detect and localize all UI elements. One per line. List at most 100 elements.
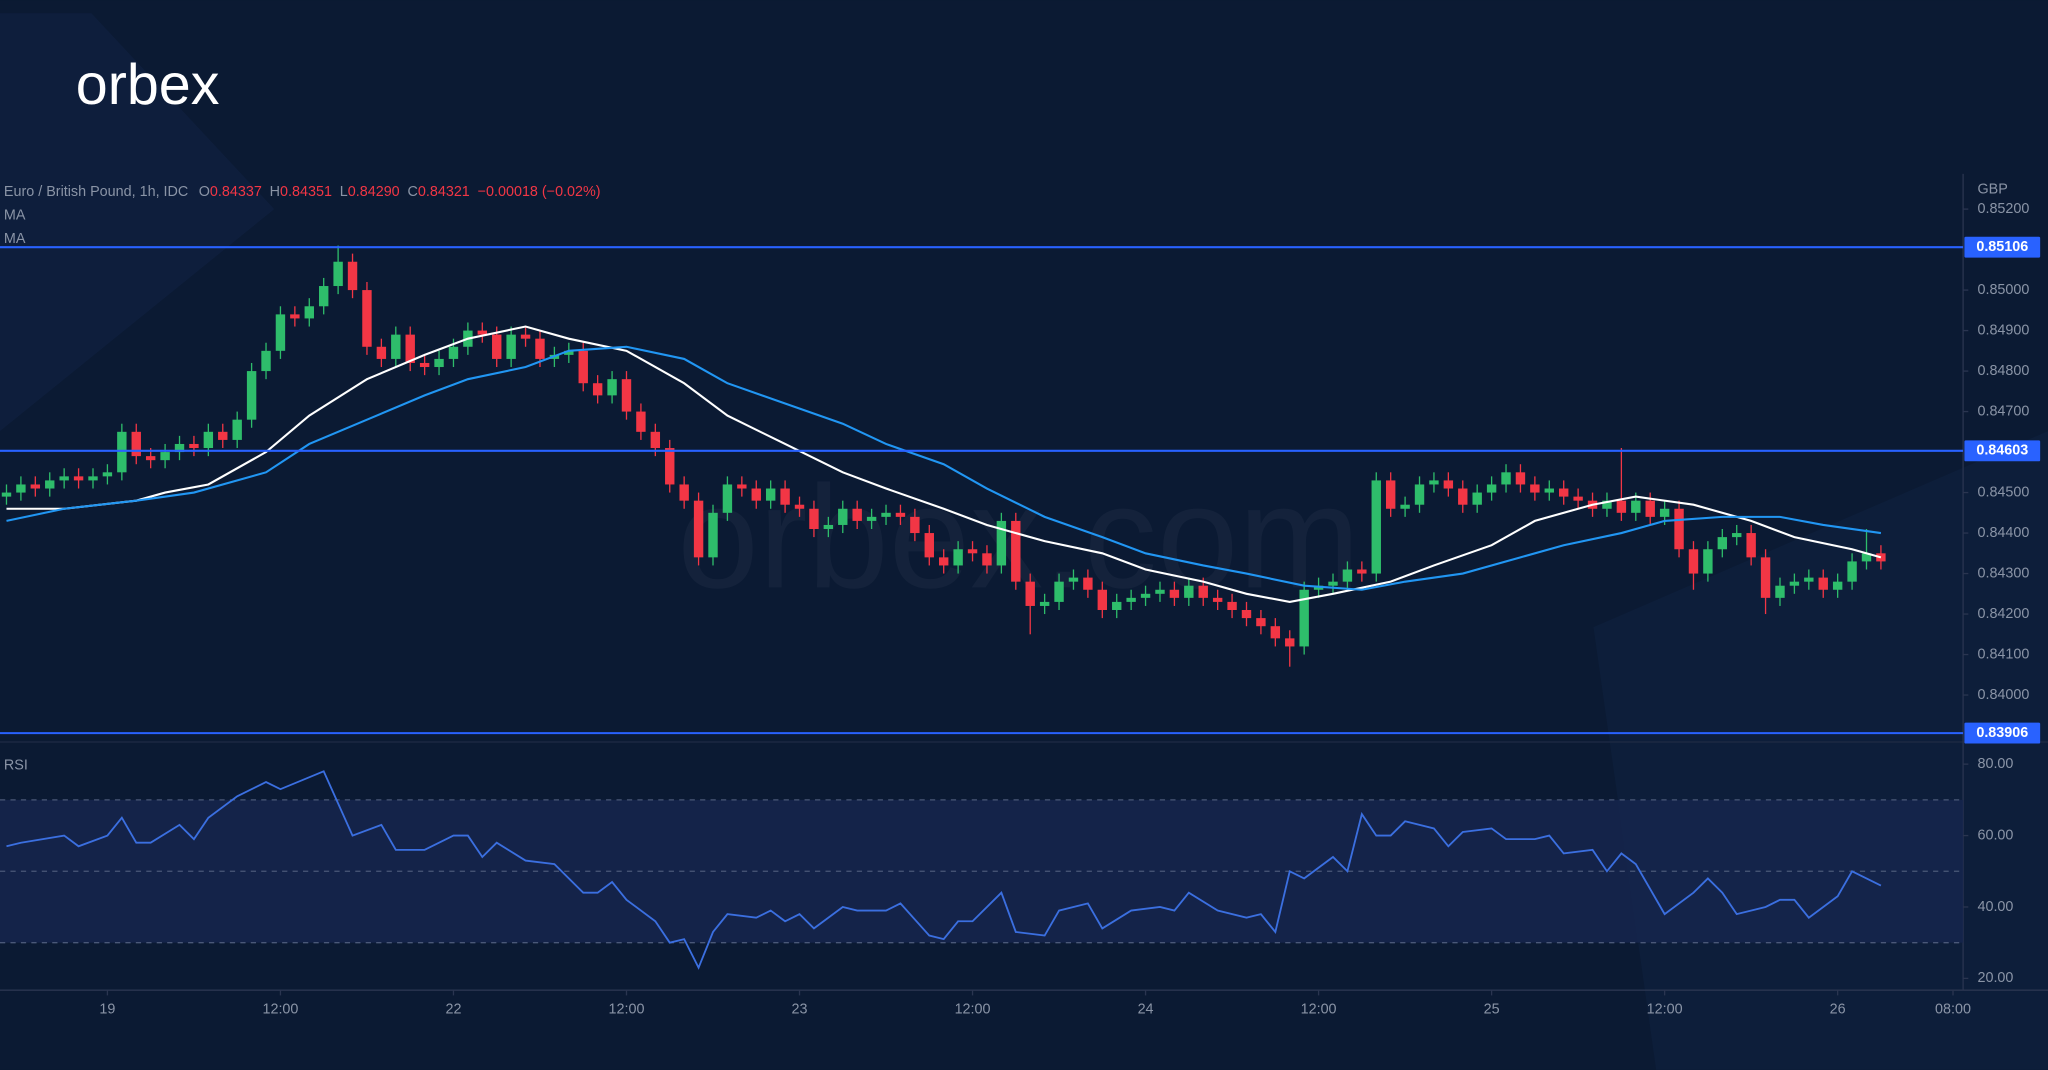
y-tick-label: 0.84400 (1977, 525, 2029, 541)
candle-body (1818, 577, 1828, 590)
candle-body (982, 553, 992, 566)
candle-body (1804, 577, 1814, 582)
candle-body (607, 379, 617, 396)
candle-body (73, 476, 84, 481)
x-tick-label: 12:00 (955, 1002, 991, 1018)
y-tick-label: 0.84900 (1977, 322, 2029, 338)
candle-body (1717, 537, 1728, 550)
readout-value: 0.84290 (348, 184, 400, 200)
candle-body (636, 411, 646, 432)
candle-body (939, 557, 949, 566)
candle-body (751, 488, 761, 501)
candle-body (1530, 484, 1540, 493)
candle-body (1097, 589, 1108, 611)
candle-body (1688, 549, 1699, 574)
y-axis-title: GBP (1977, 181, 2007, 197)
candle-body (189, 443, 199, 449)
candle-body (145, 456, 156, 461)
candle-body (910, 516, 920, 534)
candle-body (823, 524, 834, 530)
y-tick-label: 0.84000 (1977, 687, 2029, 703)
candle-body (174, 443, 185, 453)
x-tick-label: 26 (1830, 1002, 1846, 1018)
y-tick-label: 0.84100 (1977, 646, 2029, 662)
candle-body (1472, 492, 1482, 505)
candle-body (131, 431, 141, 457)
level-label-box (1964, 236, 2041, 258)
candle-body (1285, 638, 1295, 647)
candle-body (203, 431, 214, 449)
x-tick-label: 12:00 (1301, 1002, 1337, 1018)
candle-body (1400, 504, 1410, 509)
readout-value: 0.84321 (418, 184, 470, 200)
candle-body (809, 508, 819, 530)
candle-body (1458, 488, 1468, 505)
candle-body (967, 549, 978, 554)
candle-body (232, 419, 242, 440)
candle-body (1198, 585, 1208, 598)
candle-body (1241, 610, 1252, 619)
candle-body (1847, 561, 1857, 582)
candle-body (117, 431, 127, 473)
readout-value: 0.84351 (280, 184, 332, 200)
candle-body (261, 350, 271, 372)
candle-body (88, 476, 98, 481)
y-tick-label: 0.84800 (1977, 363, 2029, 379)
candle-body (1674, 508, 1684, 550)
readout-label: O (199, 184, 210, 200)
candle-body (477, 330, 488, 335)
candle-body (881, 512, 891, 517)
moving-average (6, 345, 1882, 591)
candle-body (275, 314, 286, 351)
candle-body (30, 484, 41, 489)
candle-body (1832, 581, 1843, 590)
x-tick-label: 08:00 (1935, 1002, 1971, 1018)
y-tick-label: 0.84700 (1977, 403, 2029, 419)
level-label: 0.84603 (1976, 443, 2028, 459)
y-tick-label: 0.85200 (1977, 201, 2029, 217)
candle-body (362, 290, 372, 347)
candle-body (1140, 593, 1151, 598)
candle-body (1256, 618, 1266, 627)
candle-body (1501, 472, 1511, 485)
candle-body (737, 484, 747, 489)
decor-shape (0, 13, 275, 432)
y-tick-label: 0.85000 (1977, 282, 2029, 298)
candle-body (304, 306, 314, 319)
candle-body (1184, 585, 1194, 598)
candle-body (1486, 484, 1497, 493)
candle-body (376, 346, 387, 359)
candle-body (16, 484, 26, 493)
legend-entry: MA (4, 231, 26, 247)
rsi-line (6, 770, 1882, 970)
candle-body (506, 334, 516, 359)
candle-body (1602, 500, 1612, 509)
candle-body (1068, 577, 1079, 582)
x-tick-label: 23 (792, 1002, 808, 1018)
candle-body (1112, 601, 1122, 611)
level-label: 0.83906 (1976, 725, 2028, 741)
x-tick-label: 25 (1484, 1002, 1500, 1018)
candle-body (160, 452, 170, 461)
x-tick-label: 12:00 (609, 1002, 645, 1018)
candle-body (1746, 533, 1756, 558)
candle-body (1573, 496, 1583, 501)
x-tick-label: 22 (445, 1002, 461, 1018)
candle-body (1054, 581, 1064, 602)
candle-body (1385, 480, 1396, 509)
candle-body (1212, 597, 1223, 602)
legend-entry: MA (4, 207, 26, 223)
candle-body (347, 261, 358, 291)
y-tick-label: 0.84500 (1977, 484, 2029, 500)
candle-body (1789, 581, 1800, 586)
candle-body (1631, 500, 1641, 513)
candle-body (924, 533, 934, 558)
candle-body (1039, 601, 1050, 606)
candle-body (290, 314, 300, 319)
candle-body (1414, 484, 1425, 505)
candle-body (419, 362, 430, 368)
candle-body (45, 480, 55, 489)
symbol: Euro / British Pound, 1h, IDC (4, 184, 188, 200)
indicator-label: RSI (4, 757, 28, 773)
